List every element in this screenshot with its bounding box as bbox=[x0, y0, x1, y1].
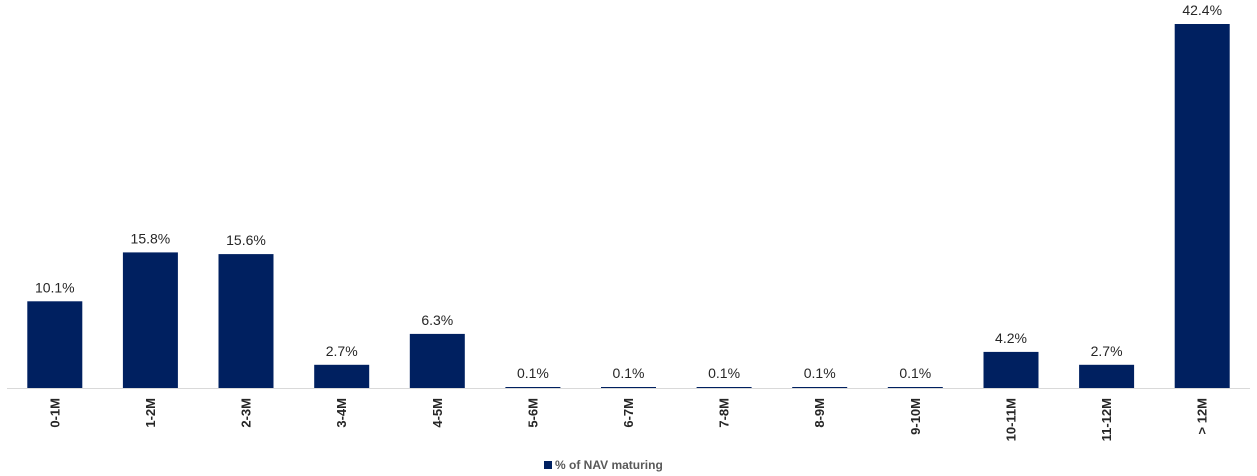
data-label: 0.1% bbox=[517, 365, 549, 381]
legend-swatch bbox=[544, 461, 552, 469]
legend-label: % of NAV maturing bbox=[555, 458, 663, 472]
bar-6-7m bbox=[601, 387, 656, 388]
legend: % of NAV maturing bbox=[544, 458, 663, 472]
data-label: 0.1% bbox=[804, 365, 836, 381]
bar-2-3m bbox=[218, 254, 274, 388]
data-label: 2.7% bbox=[326, 343, 358, 359]
bar-11-12m bbox=[1079, 364, 1135, 388]
data-label: 0.1% bbox=[613, 365, 645, 381]
bar-8-9m bbox=[792, 387, 848, 388]
data-label: 0.1% bbox=[708, 365, 740, 381]
bar-5-6m bbox=[505, 387, 561, 388]
x-tick-label: 8-9M bbox=[812, 398, 827, 428]
x-tick-label: 4-5M bbox=[430, 398, 445, 428]
x-tick-label: 0-1M bbox=[47, 398, 62, 428]
x-tick-label-group: 0-1M 1-2M 2-3M 3-4M 4-5M 5-6M 6-7M 7-8M 8-9M 9-10… bbox=[47, 398, 1209, 441]
x-tick-label: 5-6M bbox=[525, 398, 540, 428]
x-tick-label: 9-10M bbox=[908, 398, 923, 435]
x-tick-label: 10-11M bbox=[1004, 398, 1019, 441]
x-tick-label: 6-7M bbox=[621, 398, 636, 428]
data-label: 0.1% bbox=[899, 365, 931, 381]
x-tick-label: 7-8M bbox=[717, 398, 732, 428]
bar-12m bbox=[1174, 24, 1230, 388]
bar-9-10m bbox=[887, 387, 943, 388]
data-label-group: 10.1% 15.8% 15.6% 2.7% 6.3% 0.1% 0.1% 0.1% 0.1% 0… bbox=[35, 2, 1222, 381]
data-label: 15.8% bbox=[131, 230, 171, 246]
x-tick-label: > 12M bbox=[1195, 398, 1210, 435]
bar-group bbox=[27, 24, 1230, 388]
data-label: 2.7% bbox=[1091, 343, 1123, 359]
bar-4-5m bbox=[409, 333, 465, 388]
x-tick-label: 1-2M bbox=[143, 398, 158, 428]
bar-0-1m bbox=[27, 301, 83, 388]
data-label: 6.3% bbox=[421, 312, 453, 328]
bar-7-8m bbox=[696, 387, 752, 388]
x-tick-label: 3-4M bbox=[334, 398, 349, 428]
x-tick-label: 2-3M bbox=[239, 398, 254, 428]
bar-10-11m bbox=[983, 351, 1039, 388]
data-label: 10.1% bbox=[35, 279, 75, 295]
data-label: 4.2% bbox=[995, 330, 1027, 346]
data-label: 15.6% bbox=[226, 232, 266, 248]
data-label: 42.4% bbox=[1182, 2, 1222, 18]
bar-1-2m bbox=[122, 252, 178, 388]
x-tick-label: 11-12M bbox=[1099, 398, 1114, 441]
bar-3-4m bbox=[314, 364, 370, 388]
